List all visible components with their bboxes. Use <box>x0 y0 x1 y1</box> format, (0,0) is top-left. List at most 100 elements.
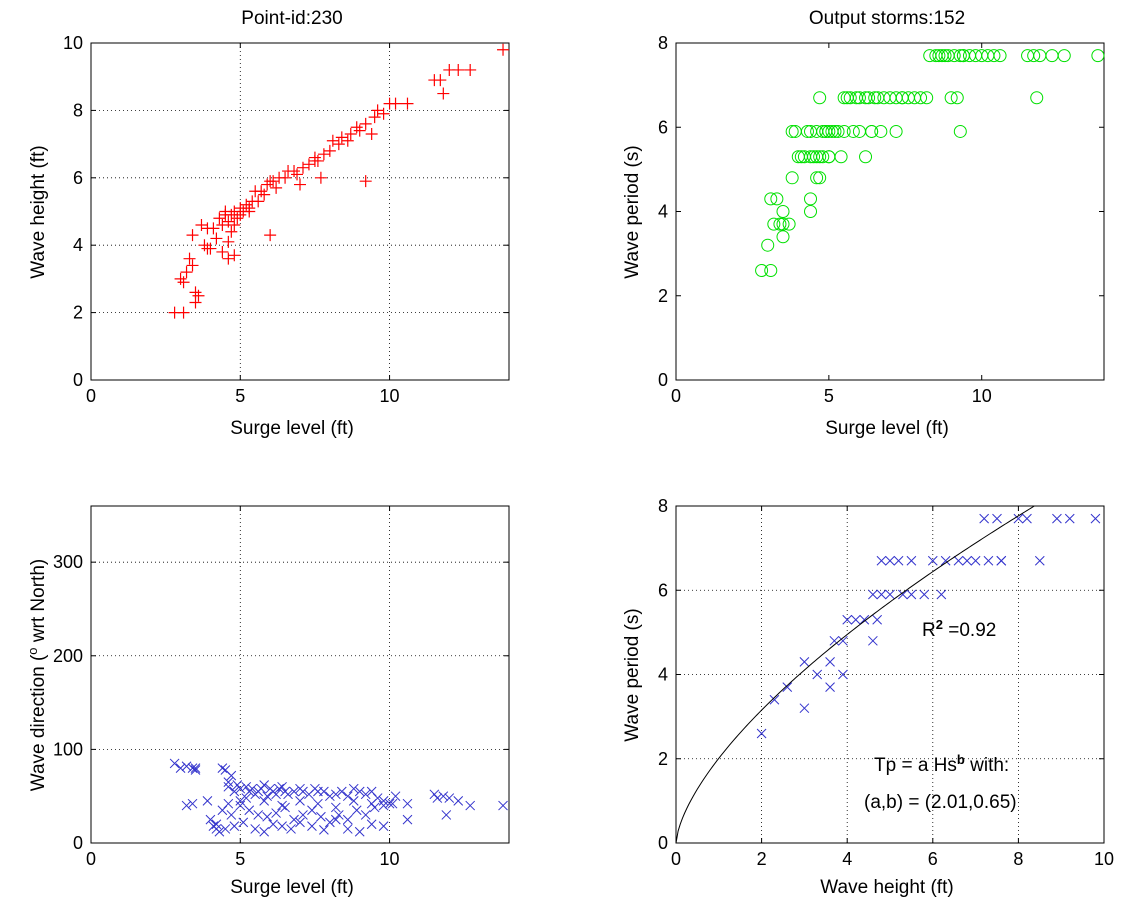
data-point <box>885 589 895 600</box>
r-squared-annotation: R2 =0.92 <box>922 617 996 642</box>
data-point <box>298 786 308 797</box>
fit-parameters-annotation: (a,b) = (2.01,0.65) <box>864 792 1017 813</box>
data-point <box>348 796 359 806</box>
data-point <box>1052 513 1062 524</box>
fit-equation-suffix: with: <box>965 755 1009 776</box>
data-point <box>333 810 344 820</box>
data-point <box>202 796 213 806</box>
data-point <box>228 218 241 231</box>
data-point <box>825 682 835 692</box>
data-point <box>240 198 253 211</box>
data-point <box>222 235 235 248</box>
data-point <box>268 819 278 830</box>
x-axis-label: Surge level (ft) <box>825 418 949 439</box>
data-point <box>366 819 377 830</box>
x-tick-label: 0 <box>671 386 681 406</box>
panel-top-left-wave-height: Point-id:230 Surge level (ft) Wave heigh… <box>28 8 510 439</box>
data-point <box>813 171 827 185</box>
data-point <box>180 266 193 279</box>
data-point <box>283 789 293 800</box>
data-point <box>876 555 887 566</box>
data-point <box>378 796 389 806</box>
x-tick-label: 5 <box>235 386 245 406</box>
data-point <box>996 555 1007 566</box>
data-point <box>298 810 308 820</box>
data-point <box>368 111 381 124</box>
data-point <box>344 127 357 140</box>
data-point <box>195 218 208 231</box>
plot-frame <box>90 42 510 381</box>
data-point <box>889 124 903 138</box>
data-point <box>369 802 380 813</box>
y-axis-label: Wave direction (o wrt North) <box>25 559 50 791</box>
data-point <box>950 91 964 105</box>
r-squared-prefix: R <box>922 620 936 641</box>
data-point <box>274 783 284 794</box>
data-point <box>181 761 192 772</box>
data-point <box>962 555 972 566</box>
x-tick-label: 0 <box>671 849 681 869</box>
data-point <box>437 87 450 100</box>
data-point <box>444 793 455 803</box>
data-point <box>441 810 452 820</box>
data-point <box>453 796 464 806</box>
x-tick-label: 10 <box>972 386 992 406</box>
data-point <box>335 131 348 144</box>
x-axis-label: Surge level (ft) <box>230 418 354 439</box>
chart-title: Output storms:152 <box>809 8 965 29</box>
data-point <box>354 786 365 797</box>
data-point <box>360 810 371 820</box>
data-point <box>365 127 378 140</box>
data-point <box>936 589 947 600</box>
data-point <box>906 555 917 566</box>
y-tick-label: 10 <box>63 33 83 53</box>
data-point <box>807 150 821 164</box>
data-point <box>204 242 217 255</box>
data-point <box>295 817 305 828</box>
data-point <box>350 121 363 134</box>
data-point <box>953 555 964 566</box>
data-point <box>336 786 347 797</box>
data-point <box>764 263 778 277</box>
data-point <box>868 635 878 646</box>
data-point <box>865 124 879 138</box>
r-squared-superscript: 2 <box>936 617 943 632</box>
data-point <box>271 789 281 800</box>
data-point <box>897 589 908 600</box>
data-point <box>174 272 187 285</box>
data-point <box>1057 49 1071 63</box>
data-point <box>812 669 823 680</box>
data-point <box>825 657 835 667</box>
data-point <box>341 134 354 147</box>
data-point <box>813 91 827 105</box>
data-point <box>927 555 938 566</box>
data-point <box>289 786 299 797</box>
y-tick-label: 4 <box>658 202 668 222</box>
data-point <box>259 796 270 806</box>
y-tick-label: 8 <box>73 100 83 120</box>
x-tick-label: 8 <box>1013 849 1023 869</box>
panel-top-right-wave-period: Output storms:152 Surge level (ft) Wave … <box>622 8 1105 439</box>
data-point <box>804 205 818 218</box>
data-point <box>186 259 199 272</box>
data-point <box>348 783 359 794</box>
data-point <box>247 783 258 794</box>
data-point <box>190 765 201 775</box>
data-point <box>235 796 246 806</box>
data-point <box>947 49 961 63</box>
data-point <box>264 229 277 242</box>
data-point <box>773 217 787 231</box>
data-point <box>1022 513 1032 524</box>
data-point <box>452 63 465 76</box>
data-point <box>314 171 327 184</box>
data-point <box>326 134 339 147</box>
data-point <box>207 222 220 235</box>
data-point <box>259 780 270 790</box>
y-axis-label-prefix: Wave direction ( <box>28 654 49 791</box>
data-point <box>842 614 853 625</box>
y-tick-label: 0 <box>658 370 668 390</box>
data-point <box>378 821 389 832</box>
data-point <box>371 104 384 117</box>
y-tick-label: 2 <box>658 749 668 769</box>
